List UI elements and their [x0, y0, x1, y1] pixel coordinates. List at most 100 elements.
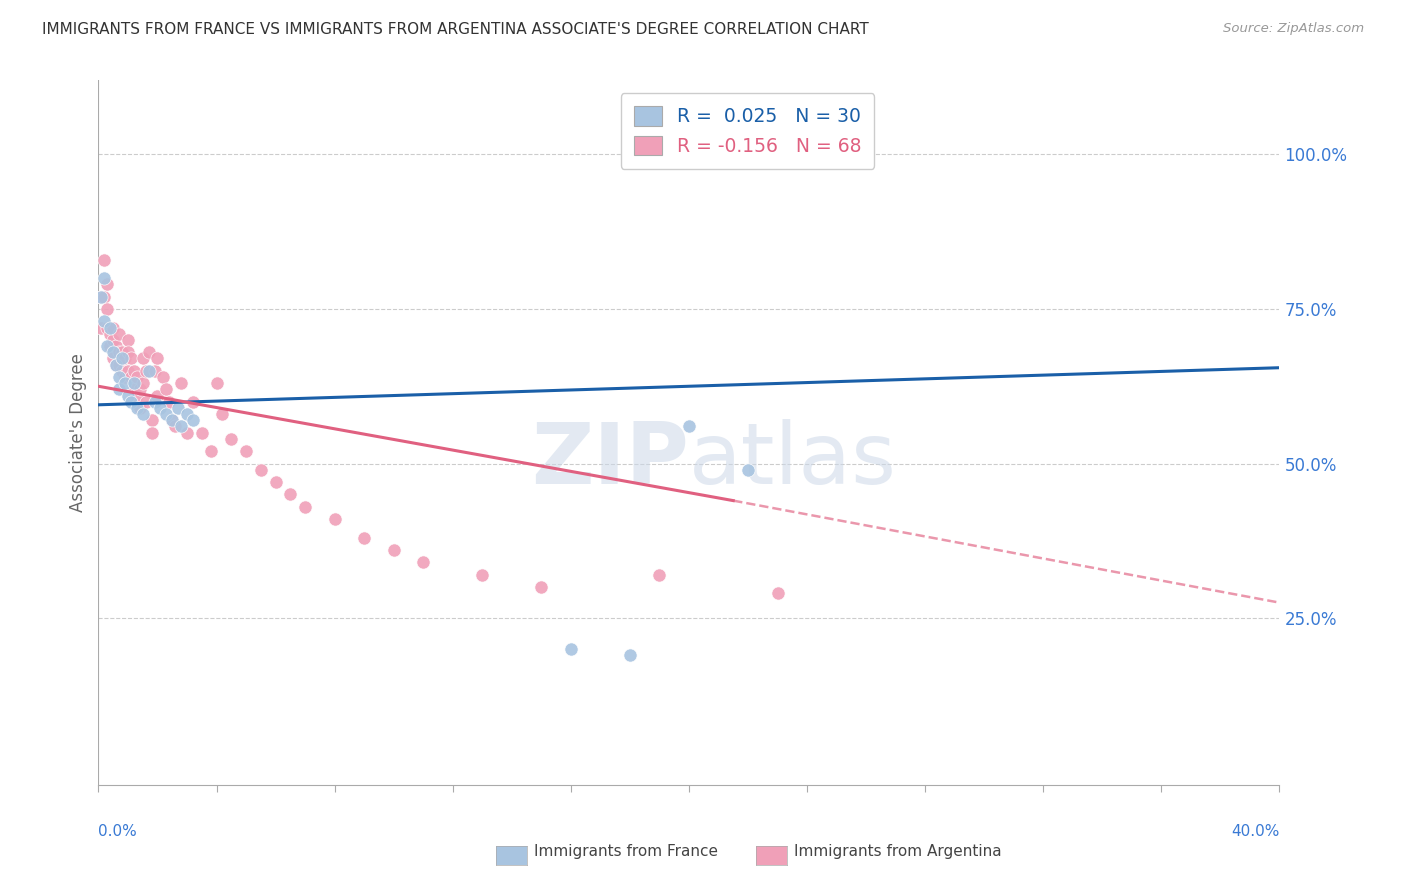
Point — [125, 401, 148, 415]
Text: 40.0%: 40.0% — [1232, 823, 1279, 838]
Point — [412, 556, 434, 570]
Point — [111, 364, 134, 378]
Point — [90, 320, 112, 334]
Point — [141, 413, 163, 427]
Point — [143, 364, 166, 378]
Point — [766, 586, 789, 600]
Text: atlas: atlas — [689, 419, 897, 502]
Point — [176, 407, 198, 421]
Point — [155, 382, 177, 396]
Point — [108, 326, 131, 341]
Point — [105, 358, 128, 372]
Text: Source: ZipAtlas.com: Source: ZipAtlas.com — [1223, 22, 1364, 36]
Point — [103, 351, 125, 366]
Point — [560, 642, 582, 657]
Point — [146, 351, 169, 366]
Point — [143, 394, 166, 409]
Point — [152, 370, 174, 384]
Point — [117, 388, 139, 402]
Point — [323, 512, 346, 526]
Point — [98, 326, 121, 341]
Point — [170, 376, 193, 391]
Point — [294, 500, 316, 514]
Point — [280, 487, 302, 501]
Point — [211, 407, 233, 421]
Point — [200, 444, 222, 458]
Point — [125, 370, 148, 384]
Point — [235, 444, 257, 458]
Point — [111, 351, 134, 366]
Point — [132, 407, 155, 421]
Point — [155, 407, 177, 421]
Point — [111, 345, 134, 359]
Point — [105, 358, 128, 372]
Point — [157, 394, 180, 409]
Point — [167, 401, 190, 415]
Point — [122, 376, 145, 391]
Point — [108, 382, 131, 396]
Point — [114, 376, 136, 391]
Point — [120, 394, 142, 409]
Point — [170, 419, 193, 434]
Point — [93, 252, 115, 267]
Text: Immigrants from France: Immigrants from France — [533, 845, 717, 859]
Point — [96, 339, 118, 353]
Point — [98, 339, 121, 353]
Point — [103, 320, 125, 334]
Point — [162, 413, 183, 427]
Point — [146, 388, 169, 402]
Point — [117, 364, 139, 378]
Point — [120, 370, 142, 384]
Point — [98, 320, 121, 334]
Point — [132, 351, 155, 366]
Point — [93, 314, 115, 328]
Point — [678, 419, 700, 434]
Point — [93, 271, 115, 285]
Text: 0.0%: 0.0% — [98, 823, 138, 838]
Point — [128, 382, 150, 396]
Point — [114, 370, 136, 384]
Point — [128, 401, 150, 415]
Point — [181, 413, 204, 427]
Point — [471, 567, 494, 582]
Point — [149, 401, 172, 415]
Point — [737, 463, 759, 477]
Point — [90, 290, 112, 304]
Point — [138, 345, 160, 359]
Point — [108, 370, 131, 384]
Point — [205, 376, 228, 391]
Point — [264, 475, 287, 489]
Point — [103, 345, 125, 359]
Point — [165, 419, 187, 434]
Point — [120, 351, 142, 366]
Point — [221, 432, 243, 446]
Y-axis label: Associate's Degree: Associate's Degree — [69, 353, 87, 512]
Point — [855, 147, 877, 161]
Point — [648, 567, 671, 582]
Point — [117, 345, 139, 359]
Point — [96, 320, 118, 334]
Point — [105, 339, 128, 353]
Point — [619, 648, 641, 662]
Point — [138, 364, 160, 378]
Point — [530, 580, 553, 594]
Point — [141, 425, 163, 440]
Point — [135, 364, 157, 378]
Point — [191, 425, 214, 440]
Point — [96, 277, 118, 292]
Point — [353, 531, 375, 545]
Point — [250, 463, 273, 477]
Point — [122, 382, 145, 396]
Point — [108, 345, 131, 359]
Text: IMMIGRANTS FROM FRANCE VS IMMIGRANTS FROM ARGENTINA ASSOCIATE'S DEGREE CORRELATI: IMMIGRANTS FROM FRANCE VS IMMIGRANTS FRO… — [42, 22, 869, 37]
Point — [108, 358, 131, 372]
Point — [135, 394, 157, 409]
Point — [162, 413, 183, 427]
Point — [90, 290, 112, 304]
Point — [132, 376, 155, 391]
Point — [103, 333, 125, 347]
Legend: R =  0.025   N = 30, R = -0.156   N = 68: R = 0.025 N = 30, R = -0.156 N = 68 — [620, 93, 875, 169]
Point — [122, 364, 145, 378]
Point — [176, 425, 198, 440]
Point — [114, 351, 136, 366]
